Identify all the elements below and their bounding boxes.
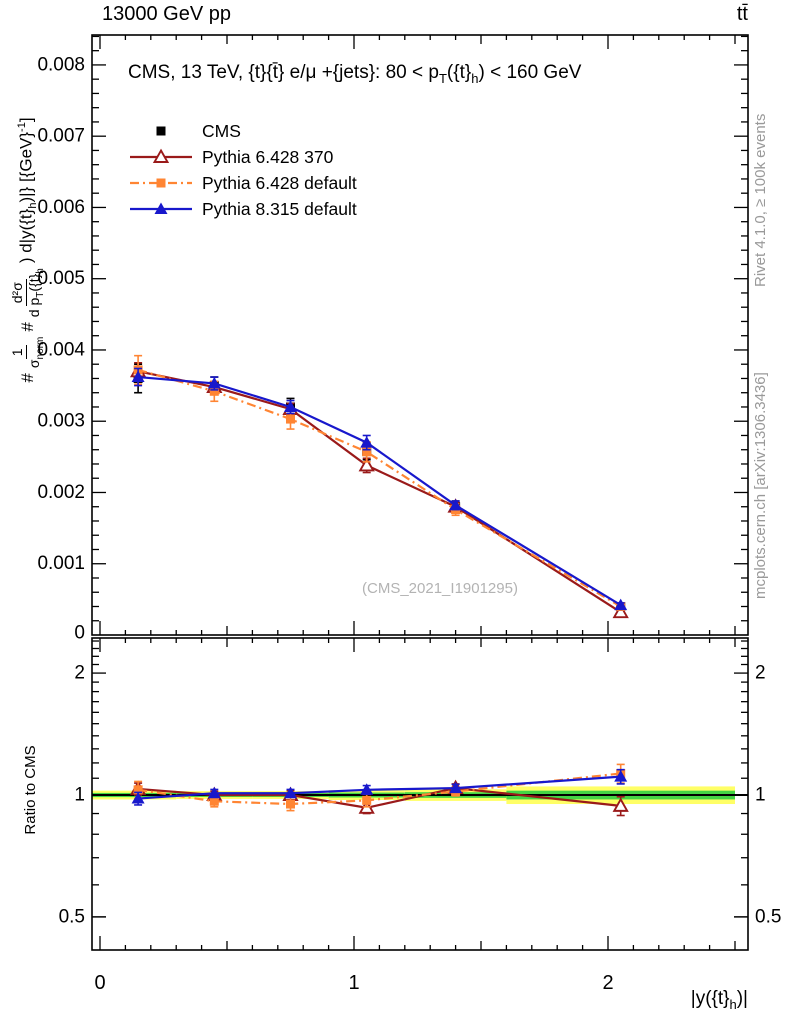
ylabel-frac2: d²σ d pT({t}h [9, 267, 46, 318]
ratio-ytick-label-left: 1 [74, 785, 85, 806]
data-marker-square [362, 795, 372, 805]
main-ytick-label: 0.004 [37, 339, 85, 360]
data-marker-triangle [284, 400, 297, 412]
data-marker-triangle [360, 783, 374, 795]
series-pythia-8-315-default [131, 367, 628, 611]
legend-entry: Pythia 8.315 default [130, 199, 357, 219]
plot-title-text: CMS, 13 TeV, {t}{t̄} e/μ +{jets}: 80 < p [128, 62, 439, 83]
ylabel-frac2-num: d²σ [9, 279, 27, 307]
data-marker-triangle [449, 781, 463, 794]
plot-frames [91, 34, 749, 951]
ylabel-frac1-den: σnorm [25, 336, 46, 369]
process-label: tt̄ [736, 3, 748, 25]
ratio-ytick-label-right: 1 [755, 785, 766, 806]
main-ytick-label: 0.005 [37, 268, 85, 289]
collision-energy-label: 13000 GeV pp [102, 3, 231, 25]
data-marker-triangle [449, 498, 463, 511]
xtick-label: 1 [348, 972, 359, 994]
data-marker-triangle [614, 770, 628, 782]
ylabel-hash2: # [18, 322, 37, 332]
data-marker-square [156, 126, 166, 136]
xtick-label: 2 [602, 972, 613, 994]
data-marker-square [209, 386, 219, 396]
mcplots-credit-label: mcplots.cern.ch [arXiv:1306.3436] [752, 372, 769, 600]
xtick-label: 0 [94, 972, 105, 994]
data-marker-triangle [131, 792, 145, 804]
x-axis-label: |y({t}h)| [690, 988, 748, 1012]
plot-title-text3: ) < 160 GeV [478, 62, 582, 83]
data-marker-triangle [207, 786, 221, 799]
main-ytick-0: 0 [74, 623, 85, 644]
ylabel-hash1: # [18, 373, 37, 383]
rivet-version-label: Rivet 4.1.0, ≥ 100k events [752, 113, 769, 287]
analysis-id-watermark: (CMS_2021_I1901295) [362, 580, 518, 597]
data-marker-square [209, 796, 219, 806]
data-marker-triangle [131, 370, 145, 383]
ratio-ytick-label-right: 2 [755, 663, 766, 684]
main-ytick-label: 0.003 [37, 411, 85, 432]
data-marker-triangle [614, 598, 628, 611]
data-marker-square [286, 799, 295, 809]
ratio-ytick-label-left: 2 [74, 663, 85, 684]
ylabel-tail: ) d|y({t}h)|} [{GeV}-1] [16, 117, 40, 264]
axis-tick-labels: 0 0.001 0.002 0.003 0.004 0.005 0.006 0.007 0.00… [37, 54, 781, 994]
main-ytick-label: 0.006 [37, 197, 85, 218]
data-marker-triangle [154, 202, 168, 214]
ylabel-frac1: 1 σnorm [9, 336, 46, 369]
ratio-series [129, 763, 629, 817]
data-marker-triangle [358, 456, 375, 472]
main-ytick-label: 0.008 [37, 54, 85, 75]
legend: CMS Pythia 6.428 370 Pythia 6.428 default P… [130, 121, 357, 219]
series-cms [133, 363, 626, 611]
legend-label: Pythia 6.428 default [202, 173, 357, 193]
data-marker-square [286, 414, 295, 424]
series-pythia-6-428-default [133, 354, 626, 611]
data-marker-triangle [360, 436, 374, 448]
data-marker-triangle [207, 376, 221, 389]
data-marker-square [156, 178, 166, 188]
legend-entry: CMS [156, 121, 241, 141]
legend-entry: Pythia 6.428 default [130, 173, 357, 193]
data-marker-square [362, 447, 372, 457]
data-marker-square [133, 785, 143, 795]
main-ytick-label: 0.007 [37, 126, 85, 147]
data-marker-triangle [284, 786, 297, 799]
legend-label: Pythia 6.428 370 [202, 147, 334, 167]
ratio-y-axis-label: Ratio to CMS [22, 745, 39, 835]
ratio-ytick-label-left: 0.5 [59, 906, 85, 927]
plot-title: CMS, 13 TeV, {t}{t̄} e/μ +{jets}: 80 < p… [128, 62, 581, 86]
data-marker-triangle [612, 603, 629, 619]
main-ytick-label: 0.002 [37, 482, 85, 503]
main-ytick-label: 0.001 [37, 553, 85, 574]
plot-title-text2: ({t} [446, 62, 472, 83]
main-y-axis-label: # 1 σnorm # d²σ d pT({t}h ) d|y({t}h)|} … [2, 10, 54, 490]
data-marker-triangle [152, 148, 170, 163]
series-pythia-8-315-default [131, 768, 628, 806]
axis-ticks [92, 35, 748, 950]
main-series [129, 354, 629, 619]
legend-entry: Pythia 6.428 370 [130, 147, 334, 167]
data-marker-triangle [612, 797, 629, 812]
ylabel-frac2-den: d pT({t}h [25, 268, 46, 318]
plot-title-sub-T: T [438, 70, 447, 86]
legend-label: Pythia 8.315 default [202, 199, 357, 219]
legend-label: CMS [202, 121, 241, 141]
ratio-ytick-label-right: 0.5 [755, 906, 781, 927]
plot-title-sub-h: h [471, 70, 479, 86]
ylabel-frac1-num: 1 [9, 345, 27, 360]
